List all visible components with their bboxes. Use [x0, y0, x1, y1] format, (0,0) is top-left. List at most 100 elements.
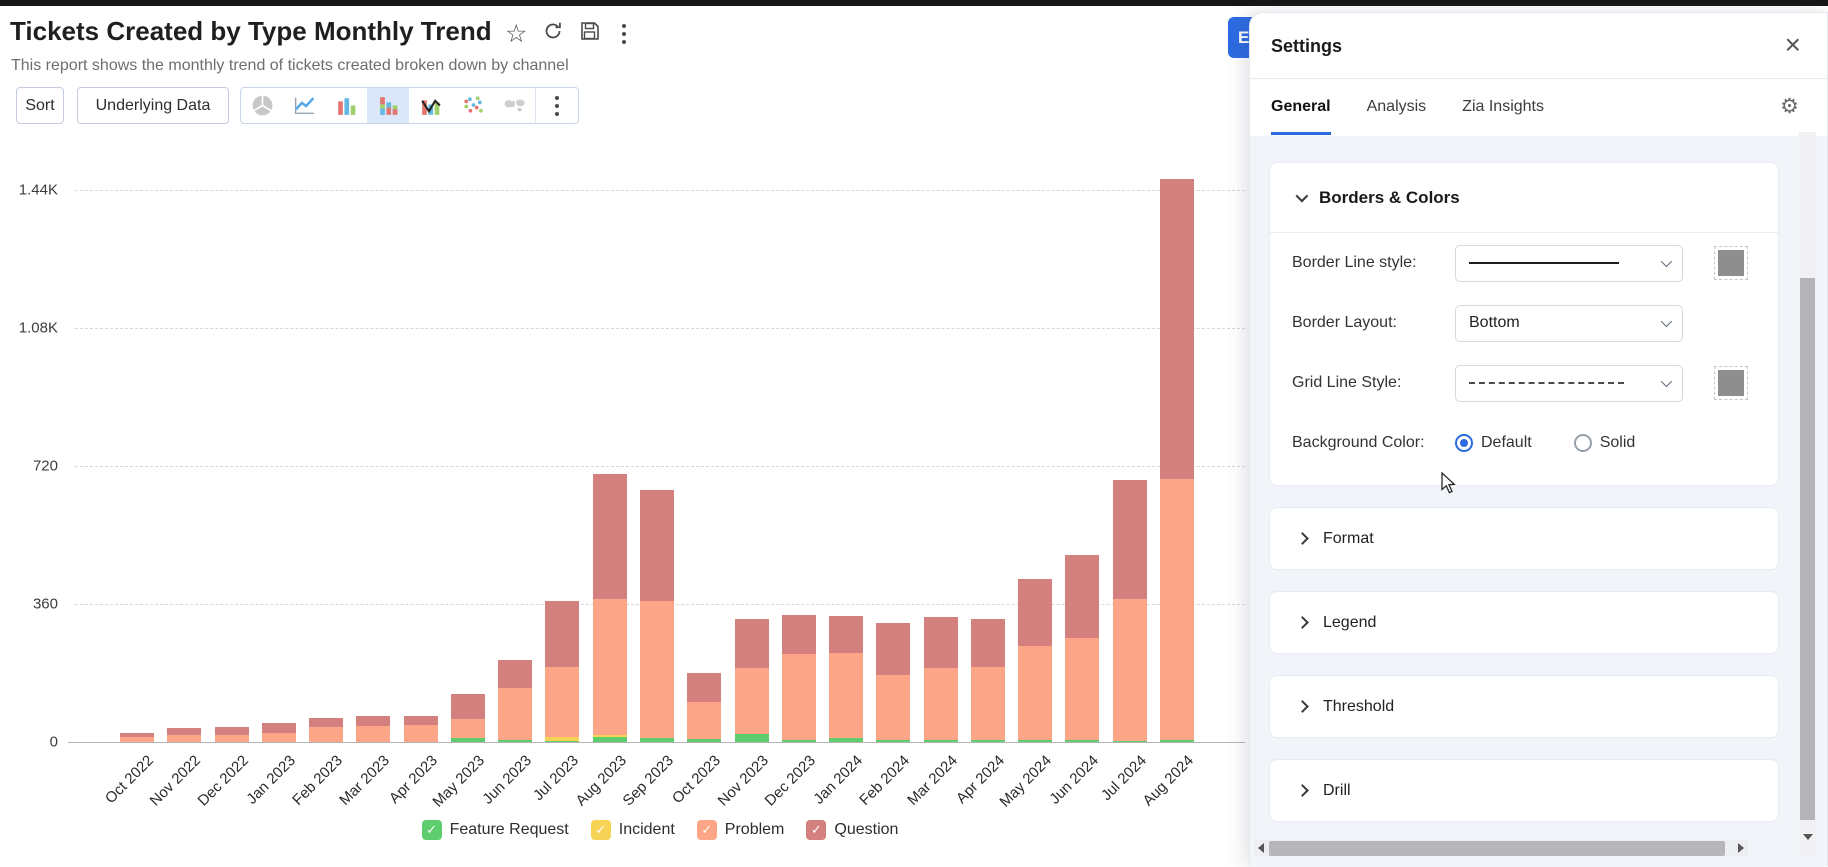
scroll-right-icon[interactable]	[1738, 843, 1744, 853]
section-legend[interactable]: Legend	[1269, 591, 1779, 654]
bar-segment[interactable]	[876, 740, 911, 742]
bar-segment[interactable]	[734, 619, 769, 669]
bar-segment[interactable]	[1159, 739, 1194, 742]
bar-stack-apr-2024[interactable]	[970, 618, 1005, 742]
bar-segment[interactable]	[592, 599, 627, 736]
bar-segment[interactable]	[592, 735, 627, 738]
bar-stack-mar-2023[interactable]	[356, 715, 391, 742]
scroll-left-icon[interactable]	[1258, 843, 1264, 853]
horizontal-scrollbar[interactable]	[1254, 840, 1748, 856]
section-threshold[interactable]: Threshold	[1269, 675, 1779, 738]
radio-solid[interactable]	[1573, 434, 1592, 452]
gear-icon[interactable]: ⚙	[1780, 94, 1799, 118]
grid-line-style-select[interactable]	[1455, 364, 1683, 402]
bar-segment[interactable]	[261, 733, 296, 742]
bar-segment[interactable]	[498, 687, 533, 741]
bar-stack-dec-2023[interactable]	[781, 614, 816, 742]
section-format[interactable]: Format	[1269, 507, 1779, 570]
bar-segment[interactable]	[639, 489, 674, 601]
bar-segment[interactable]	[1018, 578, 1053, 646]
bar-segment[interactable]	[734, 734, 769, 742]
refresh-icon[interactable]	[542, 20, 564, 47]
bar-stack-aug-2023[interactable]	[592, 473, 627, 742]
bar-segment[interactable]	[687, 738, 722, 742]
legend-item-incident[interactable]: Incident	[590, 820, 675, 840]
bar-segment[interactable]	[309, 718, 344, 728]
bar-segment[interactable]	[450, 738, 485, 742]
bar-segment[interactable]	[876, 622, 911, 675]
tab-analysis[interactable]: Analysis	[1366, 97, 1427, 115]
legend-checkbox-icon[interactable]	[421, 820, 442, 840]
bar-segment[interactable]	[687, 702, 722, 739]
bar-stack-nov-2023[interactable]	[734, 619, 769, 742]
border-color-swatch[interactable]	[1714, 246, 1748, 280]
bar-stack-jan-2023[interactable]	[261, 722, 296, 742]
bar-stack-jul-2024[interactable]	[1112, 480, 1147, 742]
bar-segment[interactable]	[1065, 637, 1100, 741]
grid-color-swatch[interactable]	[1714, 366, 1748, 400]
bar-stack-jul-2023[interactable]	[545, 600, 580, 742]
bar-segment[interactable]	[592, 737, 627, 742]
bar-stack-dec-2022[interactable]	[214, 727, 249, 742]
radio-solid-label[interactable]: Solid	[1599, 434, 1636, 451]
bar-segment[interactable]	[120, 733, 154, 738]
bar-segment[interactable]	[545, 666, 580, 737]
bar-segment[interactable]	[356, 715, 391, 727]
bar-line-combo-icon[interactable]	[409, 88, 451, 123]
bar-stack-apr-2023[interactable]	[403, 716, 438, 742]
vertical-scroll-thumb[interactable]	[1800, 278, 1815, 820]
bar-segment[interactable]	[687, 673, 722, 703]
bar-segment[interactable]	[970, 618, 1005, 667]
scroll-down-icon[interactable]	[1803, 834, 1813, 840]
bar-segment[interactable]	[545, 737, 580, 741]
bar-segment[interactable]	[1018, 740, 1053, 742]
line-chart-icon[interactable]	[283, 88, 325, 123]
sort-button[interactable]: Sort	[16, 87, 64, 124]
bar-segment[interactable]	[214, 727, 249, 735]
borders-colors-header[interactable]: Borders & Colors	[1270, 163, 1778, 233]
bar-stack-aug-2024[interactable]	[1159, 178, 1194, 743]
legend-checkbox-icon[interactable]	[806, 820, 827, 840]
horizontal-scroll-thumb[interactable]	[1269, 840, 1725, 856]
bar-stack-nov-2022[interactable]	[167, 727, 202, 742]
bar-stack-may-2024[interactable]	[1018, 578, 1053, 742]
bar-segment[interactable]	[450, 694, 485, 719]
bar-chart-icon[interactable]	[325, 88, 367, 123]
underlying-data-button[interactable]: Underlying Data	[77, 87, 229, 124]
stacked-bar-chart-icon[interactable]	[367, 88, 409, 123]
bar-segment[interactable]	[923, 740, 958, 742]
map-chart-icon[interactable]	[493, 88, 535, 123]
bar-stack-jan-2024[interactable]	[829, 615, 864, 742]
bar-segment[interactable]	[214, 734, 249, 742]
bar-stack-mar-2024[interactable]	[923, 616, 958, 742]
bar-segment[interactable]	[639, 738, 674, 742]
bar-segment[interactable]	[781, 740, 816, 742]
favorite-star-icon[interactable]: ☆	[505, 18, 528, 48]
bar-segment[interactable]	[781, 653, 816, 741]
bar-stack-jun-2024[interactable]	[1065, 554, 1100, 742]
bar-segment[interactable]	[261, 722, 296, 734]
bar-segment[interactable]	[120, 737, 154, 742]
tab-general[interactable]: General	[1271, 79, 1331, 135]
bar-segment[interactable]	[876, 674, 911, 741]
bar-segment[interactable]	[498, 659, 533, 688]
bar-stack-oct-2022[interactable]	[120, 733, 154, 742]
more-options-icon[interactable]	[616, 21, 632, 47]
pie-chart-icon[interactable]	[241, 88, 283, 123]
bar-stack-may-2023[interactable]	[450, 694, 485, 742]
radio-default-label[interactable]: Default	[1481, 434, 1532, 451]
bar-segment[interactable]	[1159, 479, 1194, 740]
bar-segment[interactable]	[781, 614, 816, 654]
bar-segment[interactable]	[167, 727, 202, 735]
bar-stack-oct-2023[interactable]	[687, 673, 722, 742]
bar-segment[interactable]	[923, 616, 958, 668]
close-icon[interactable]: ×	[1784, 29, 1801, 60]
bar-segment[interactable]	[592, 473, 627, 599]
bar-segment[interactable]	[734, 668, 769, 735]
bar-segment[interactable]	[829, 615, 864, 654]
legend-item-problem[interactable]: Problem	[696, 820, 784, 840]
legend-checkbox-icon[interactable]	[590, 820, 611, 840]
bar-segment[interactable]	[639, 600, 674, 739]
section-drill[interactable]: Drill	[1269, 759, 1779, 822]
vertical-scrollbar[interactable]	[1799, 132, 1816, 855]
